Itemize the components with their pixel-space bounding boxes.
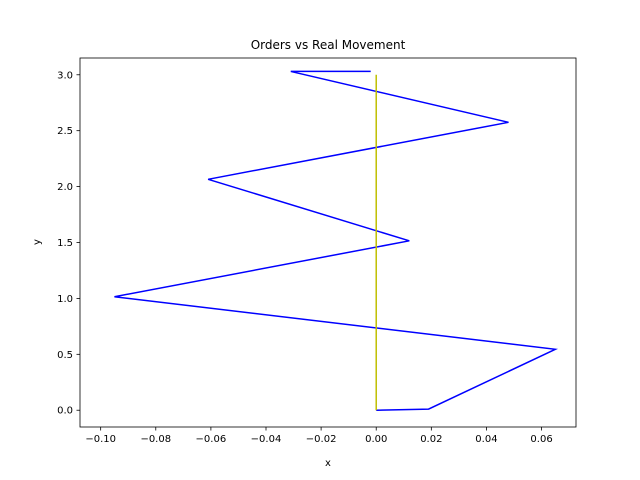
x-tick-label: 0.00 [365,434,387,445]
y-tick-label: 0.5 [57,350,73,361]
x-tick-label: −0.10 [85,434,116,445]
x-tick-label: −0.06 [196,434,227,445]
x-tick-label: −0.04 [251,434,282,445]
y-tick-label: 3.0 [57,70,73,81]
y-tick-label: 1.5 [57,238,73,249]
y-tick-label: 0.0 [57,406,73,417]
x-tick-label: 0.06 [530,434,552,445]
chart-title: Orders vs Real Movement [251,38,406,52]
y-tick-label: 1.0 [57,294,73,305]
x-tick-label: 0.04 [475,434,497,445]
x-axis-label: x [325,458,331,469]
series-line-1 [114,70,559,411]
x-tick-label: −0.08 [140,434,171,445]
y-axis-label: y [32,239,43,245]
x-tick-label: −0.02 [306,434,337,445]
y-tick-label: 2.0 [57,182,73,193]
y-tick-label: 2.5 [57,126,73,137]
x-tick-label: 0.02 [420,434,442,445]
plot-area: −0.10 −0.08 −0.06 −0.04 −0.02 0.00 0.02 0.04 0.0… [57,57,577,445]
